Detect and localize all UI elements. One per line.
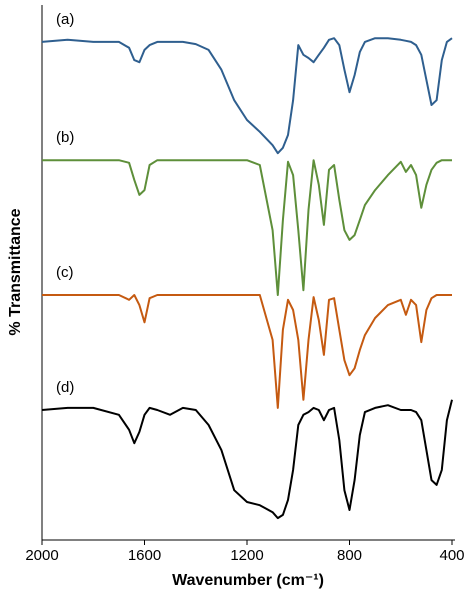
x-tick-label: 400 <box>439 547 464 564</box>
spectrum-line <box>41 399 453 520</box>
series-label: (b) <box>56 129 74 146</box>
x-axis-title: Wavenumber (cm⁻¹) <box>172 572 324 589</box>
series-label: (c) <box>56 264 74 281</box>
x-tick-label: 2000 <box>25 547 58 564</box>
spectrum-line <box>42 159 452 296</box>
x-tick-label: 1600 <box>128 547 161 564</box>
spectrum-line <box>42 294 452 409</box>
y-axis-title: % Transmittance <box>7 208 24 335</box>
x-tick-label: 1200 <box>230 547 263 564</box>
x-tick-label: 800 <box>337 547 362 564</box>
series-label: (d) <box>56 379 74 396</box>
series-label: (a) <box>56 11 74 28</box>
spectrum-line <box>41 37 453 155</box>
